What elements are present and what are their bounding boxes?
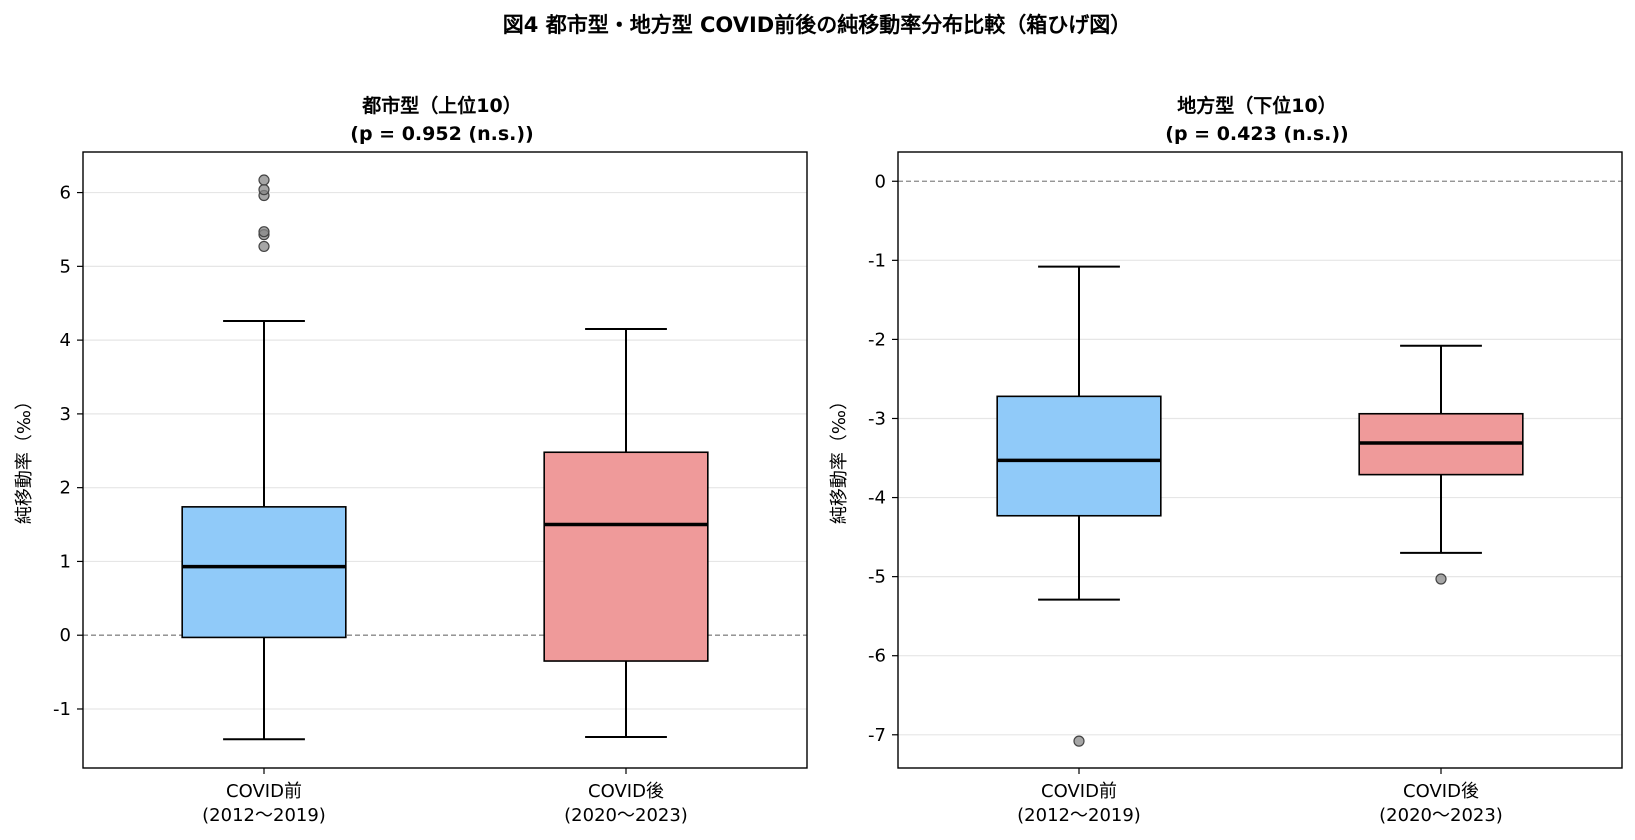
rural-xtick-label-after-line2: (2020〜2023) <box>1379 805 1503 826</box>
rural-box-before <box>996 265 1162 747</box>
rural-ytick-label-2: -5 <box>868 567 886 588</box>
rural-panel-title-line1: 地方型（下位10） <box>1177 94 1336 117</box>
rural-outlier-before-0 <box>1073 735 1085 747</box>
urban-ytick-label-2: 1 <box>60 551 71 572</box>
urban-iqr-box-before <box>181 506 347 639</box>
urban-xtick-label-after-line1: COVID後 <box>588 781 664 802</box>
rural-axes-frame <box>897 151 1623 769</box>
rural-iqr-box-before <box>996 395 1162 517</box>
urban-box-before <box>181 174 347 741</box>
rural-ytick-label-1: -6 <box>868 646 886 667</box>
urban-box-after <box>543 328 709 739</box>
rural-panel-title-line2: (p = 0.423 (n.s.)) <box>1165 123 1348 145</box>
urban-xtick-label-before-line1: COVID前 <box>226 781 302 802</box>
rural-ytick-label-5: -2 <box>868 329 886 350</box>
rural-xtick-label-after-line1: COVID後 <box>1403 781 1479 802</box>
urban-ytick-label-1: 0 <box>60 625 71 646</box>
rural-ytick-label-3: -4 <box>868 488 886 509</box>
urban-ytick-label-3: 2 <box>60 478 71 499</box>
urban-ytick-label-5: 4 <box>60 330 71 351</box>
rural-y-axis-label: 純移動率（‰） <box>829 392 850 524</box>
urban-panel-title-line1: 都市型（上位10） <box>361 94 521 117</box>
urban-outlier-before-4 <box>258 184 270 196</box>
rural-box-after <box>1358 344 1524 585</box>
urban-ytick-label-7: 6 <box>60 183 71 204</box>
urban-boxplot-panel: 都市型（上位10） (p = 0.952 (n.s.)) 純移動率（‰） -1 0… <box>14 94 808 826</box>
urban-xtick-label-after-line2: (2020〜2023) <box>564 805 688 826</box>
rural-outlier-after-0 <box>1435 573 1447 585</box>
rural-ytick-label-4: -3 <box>868 408 886 429</box>
urban-iqr-box-after <box>543 451 709 662</box>
rural-ytick-label-6: -1 <box>868 250 886 271</box>
urban-ytick-label-4: 3 <box>60 404 71 425</box>
rural-ytick-label-7: 0 <box>875 171 886 192</box>
urban-ytick-label-0: -1 <box>53 699 71 720</box>
figure-title: 図4 都市型・地方型 COVID前後の純移動率分布比較（箱ひげ図） <box>503 13 1131 37</box>
urban-outlier-before-2 <box>258 226 270 238</box>
urban-outlier-before-5 <box>258 174 270 186</box>
urban-ytick-label-6: 5 <box>60 256 71 277</box>
urban-y-axis-label: 純移動率（‰） <box>14 392 35 524</box>
rural-xtick-label-before-line2: (2012〜2019) <box>1017 805 1141 826</box>
rural-boxplot-panel: 地方型（下位10） (p = 0.423 (n.s.)) 純移動率（‰） -7 -… <box>829 94 1623 826</box>
urban-xtick-label-before-line2: (2012〜2019) <box>202 805 326 826</box>
rural-ytick-label-0: -7 <box>868 725 886 746</box>
urban-axes-frame <box>82 151 808 769</box>
urban-panel-title-line2: (p = 0.952 (n.s.)) <box>350 123 533 145</box>
urban-outlier-before-0 <box>258 240 270 253</box>
rural-xtick-label-before-line1: COVID前 <box>1041 781 1117 802</box>
